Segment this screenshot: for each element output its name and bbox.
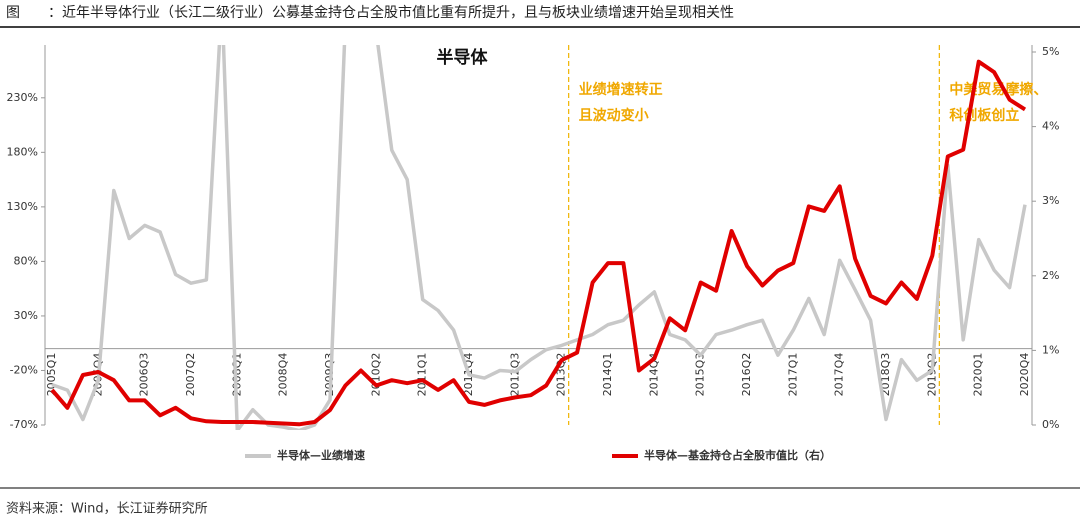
y-tick-label: 80% (14, 254, 38, 267)
x-tick-label: 2020Q4 (1018, 353, 1031, 397)
x-tick-label: 2006Q3 (138, 353, 151, 397)
x-tick-label: 2010Q2 (369, 353, 382, 397)
x-tick-label: 2011Q1 (416, 353, 429, 397)
y-tick-label: -70% (10, 418, 38, 431)
y-tick-label: 30% (14, 309, 38, 322)
x-tick-label: 2015Q3 (694, 353, 707, 397)
y2-tick-label: 2% (1042, 269, 1059, 282)
y-tick-label: 130% (7, 200, 38, 213)
y2-tick-label: 0% (1042, 418, 1059, 431)
x-tick-label: 2016Q2 (740, 353, 753, 397)
y2-tick-label: 5% (1042, 45, 1059, 58)
annotation: 业绩增速转正 (579, 81, 663, 98)
annotation: 且波动变小 (579, 107, 649, 124)
plot (50, 45, 1027, 430)
x-tick-label: 2005Q1 (45, 353, 58, 397)
x-tick-label: 2017Q1 (786, 353, 799, 397)
x-tick-label: 2008Q4 (277, 353, 290, 397)
annotation: 科创板创立 (949, 107, 1019, 124)
series-line (51, 45, 1027, 430)
x-tick-label: 2017Q4 (833, 353, 846, 397)
y2-tick-label: 1% (1042, 343, 1059, 356)
y-tick-label: -20% (10, 363, 38, 376)
series-line (50, 59, 1027, 427)
legend-label: 半导体—业绩增速 (277, 448, 365, 462)
y-tick-label: 230% (7, 91, 38, 104)
caption: 图 ：近年半导体行业（长江二级行业）公募基金持仓占全股市值比重有所提升，且与板块… (6, 4, 734, 21)
y2-tick-label: 4% (1042, 120, 1059, 133)
legend-label: 半导体—基金持仓占全股市值比（右） (644, 448, 831, 462)
y2-tick-label: 3% (1042, 194, 1059, 207)
x-tick-label: 2014Q1 (601, 353, 614, 397)
x-tick-label: 2012Q3 (508, 353, 521, 397)
x-tick-label: 2019Q2 (925, 353, 938, 397)
x-tick-label: 2007Q2 (184, 353, 197, 397)
y-tick-label: 180% (7, 145, 38, 158)
source: 资料来源：Wind，长江证券研究所 (6, 501, 208, 517)
chart-title: 半导体 (437, 47, 489, 68)
x-tick-label: 2020Q1 (972, 353, 985, 397)
